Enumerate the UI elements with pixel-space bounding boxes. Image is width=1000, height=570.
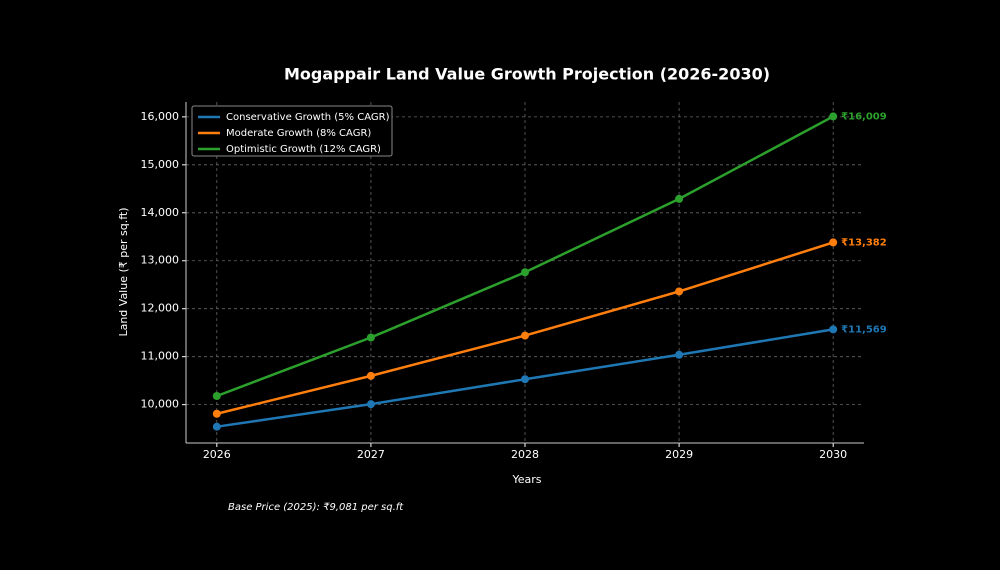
legend-box <box>191 105 393 157</box>
y-tick-label: 10,000 <box>141 398 180 411</box>
x-tick-label: 2027 <box>357 448 385 461</box>
legend-label: Moderate Growth (8% CAGR) <box>226 128 371 139</box>
y-axis-label: Land Value (₹ per sq.ft) <box>117 207 130 336</box>
data-point <box>366 371 375 380</box>
data-point <box>521 331 529 340</box>
data-point <box>829 325 838 334</box>
data-label: ₹11,569 <box>841 324 887 335</box>
data-point <box>521 268 529 277</box>
data-point <box>829 112 838 121</box>
x-axis-label: Years <box>511 473 541 486</box>
data-point <box>829 238 838 247</box>
x-tick-label: 2029 <box>665 448 693 461</box>
data-point <box>366 333 375 342</box>
y-tick-label: 11,000 <box>141 350 180 363</box>
data-point <box>212 391 221 400</box>
data-point <box>675 194 684 203</box>
legend-label: Conservative Growth (5% CAGR) <box>226 112 390 123</box>
legend-label: Optimistic Growth (12% CAGR) <box>226 144 381 155</box>
data-label: ₹13,382 <box>841 237 887 248</box>
chart-title: Mogappair Land Value Growth Projection (… <box>284 65 770 84</box>
data-point <box>212 409 221 418</box>
data-label: ₹16,009 <box>841 111 887 122</box>
y-tick-label: 12,000 <box>141 302 180 315</box>
data-point <box>675 287 684 296</box>
annotation: Base Price (2025): ₹9,081 per sq.ft <box>228 502 404 513</box>
y-tick-label: 13,000 <box>141 254 180 267</box>
x-tick-label: 2028 <box>511 448 539 461</box>
data-point <box>366 400 375 409</box>
x-tick-label: 2030 <box>819 448 847 461</box>
y-tick-label: 15,000 <box>141 158 180 171</box>
x-tick-label: 2026 <box>203 448 231 461</box>
data-point <box>521 375 529 384</box>
y-tick-label: 16,000 <box>141 110 180 123</box>
data-point <box>212 422 221 431</box>
data-point <box>675 350 684 359</box>
y-tick-label: 14,000 <box>141 206 180 219</box>
series-line <box>216 241 834 415</box>
